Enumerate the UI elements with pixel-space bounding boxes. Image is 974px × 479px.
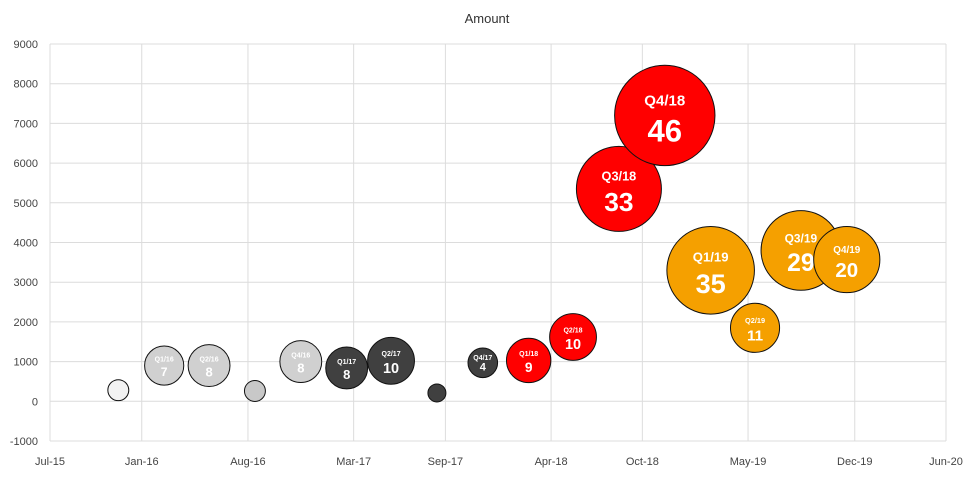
bubble-circle: [549, 313, 597, 361]
y-tick-label: 8000: [14, 79, 38, 91]
bubble-value-label: 7: [161, 365, 168, 379]
bubble-value-label: 20: [835, 259, 858, 282]
bubble-circle: [279, 340, 323, 384]
bubble: Q2/17 10: [367, 336, 415, 385]
bubble-value-label: 9: [525, 360, 533, 375]
bubble-quarter-label: Q2/17: [381, 351, 400, 358]
bubble-circle: [144, 345, 185, 386]
chart-title: Amount: [465, 11, 510, 26]
bubble-quarter-label: Q4/17: [473, 355, 492, 362]
bubble-value-label: 10: [383, 361, 399, 377]
bubble: Q1/167: [144, 345, 185, 386]
bubble-quarter-label: Q2/16: [200, 356, 219, 363]
bubble-quarter-label: Q2/19: [745, 316, 765, 325]
y-axis-ticks: -1000 0 1000 2000 3000 4000 5000 6000 7000 8000 90…: [10, 39, 38, 448]
x-tick-label: Apr-18: [535, 456, 568, 468]
bubble: [107, 379, 130, 402]
bubble: Q1/18 9: [505, 337, 552, 384]
bubble-quarter-label: Q1/18: [519, 351, 538, 358]
bubble-circle: [467, 347, 499, 379]
x-tick-label: May-19: [730, 456, 767, 468]
y-tick-label: 1000: [14, 357, 38, 369]
bubble: Q2/18 10: [549, 313, 597, 361]
y-tick-label: 3000: [14, 277, 38, 289]
bubble-quarter-label: Q4/18: [644, 92, 685, 109]
bubble-value-label: 11: [747, 328, 764, 345]
bubble-circle: [427, 383, 447, 403]
x-tick-label: Oct-18: [626, 456, 659, 468]
bubble-quarter-label: Q1/19: [693, 250, 729, 265]
y-tick-label: 4000: [14, 238, 38, 250]
y-tick-label: 9000: [14, 39, 38, 51]
bubble-value-label: 35: [696, 268, 726, 299]
bubble-quarter-label: Q4/16: [291, 352, 310, 359]
y-tick-label: 0: [32, 396, 38, 408]
bubble-value-label: 8: [343, 367, 350, 382]
bubble: Q3/18 33: [575, 145, 662, 232]
x-axis-ticks: Jul-15 Jan-16 Aug-16 Mar-17 Sep-17 Apr-18 Oct-…: [35, 456, 963, 468]
bubble-circle: [107, 379, 130, 402]
bubble-circle: [666, 226, 755, 315]
x-tick-label: Jun-20: [929, 456, 963, 468]
y-tick-label: 2000: [14, 317, 38, 329]
bubble-quarter-label: Q3/18: [602, 168, 637, 183]
bubble-value-label: 33: [604, 187, 633, 217]
bubble: Q4/18 46: [614, 64, 716, 167]
bubble: Q4/19 20: [813, 225, 881, 294]
y-tick-label: 7000: [14, 118, 38, 130]
bubble-quarter-label: Q4/19: [833, 245, 860, 256]
bubble-value-label: 29: [787, 250, 814, 277]
y-tick-label: -1000: [10, 436, 38, 448]
bubble: Q1/178: [325, 346, 369, 390]
grid-layer: [49, 43, 947, 442]
bubble-circle: [813, 225, 881, 294]
bubble-circle: [575, 145, 662, 232]
x-tick-label: Jul-15: [35, 456, 65, 468]
bubble-quarter-label: Q1/17: [337, 359, 356, 366]
bubble-circle: [505, 337, 552, 384]
bubble-circle: [367, 336, 415, 385]
bubble-value-label: 8: [205, 364, 212, 379]
bubble-value-label: 46: [647, 114, 682, 149]
x-tick-label: Jan-16: [125, 456, 159, 468]
x-tick-label: Sep-17: [428, 456, 463, 468]
bubble-circle: [243, 380, 266, 402]
x-tick-label: Mar-17: [336, 456, 371, 468]
x-tick-label: Aug-16: [230, 456, 265, 468]
bubble-quarter-label: Q3/19: [785, 231, 818, 245]
bubble: [243, 380, 266, 402]
bubble-value-label: 4: [480, 361, 487, 373]
bubble: Q4/168: [279, 340, 323, 384]
bubble: Q2/168: [187, 344, 231, 388]
y-tick-label: 6000: [14, 158, 38, 170]
bubble-circle: [325, 346, 369, 390]
bubble-circle: [729, 302, 781, 353]
y-tick-label: 5000: [14, 198, 38, 210]
bubble: [427, 383, 447, 403]
bubble-value-label: 8: [297, 360, 304, 375]
bubble: Q1/19 35: [666, 226, 755, 315]
x-tick-label: Dec-19: [837, 456, 872, 468]
bubble-value-label: 10: [565, 337, 581, 353]
bubble-circle: [187, 344, 231, 388]
bubble: Q2/19 11: [729, 302, 781, 353]
bubble-quarter-label: Q1/16: [155, 357, 174, 364]
bubble: Q4/174: [467, 347, 499, 379]
bubble-circle: [614, 64, 716, 167]
bubble-quarter-label: Q2/18: [563, 327, 582, 334]
